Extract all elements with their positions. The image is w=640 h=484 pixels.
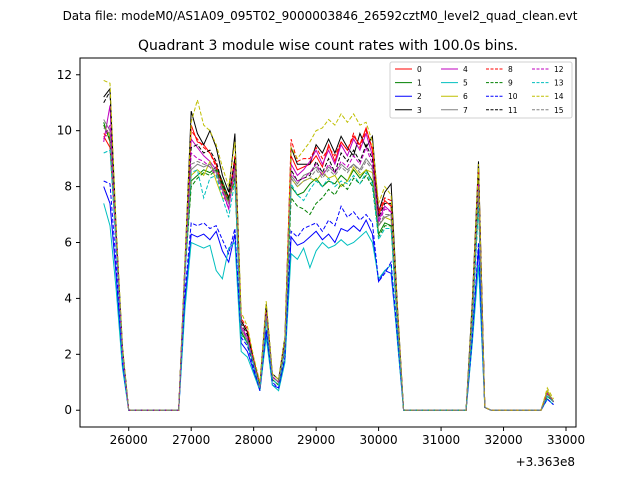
- x-tick-label: 32000: [484, 433, 522, 447]
- series-line-1: [103, 122, 554, 411]
- legend-label-3: 3: [417, 106, 422, 115]
- series-group: [103, 79, 554, 411]
- x-tick-label: 29000: [297, 433, 335, 447]
- y-tick-label: 8: [64, 180, 72, 194]
- series-line-0: [103, 124, 554, 411]
- series-line-3: [103, 87, 554, 411]
- y-tick-label: 6: [64, 236, 72, 250]
- chart-title: Quadrant 3 module wise count rates with …: [138, 38, 518, 54]
- y-tick-label: 12: [57, 68, 72, 82]
- series-line-4: [103, 105, 554, 411]
- series-line-9: [103, 124, 554, 411]
- legend-box: [389, 61, 573, 119]
- x-tick-label: 27000: [172, 433, 210, 447]
- legend-label-9: 9: [508, 79, 513, 88]
- legend-label-8: 8: [508, 65, 513, 74]
- x-tick-label: 30000: [360, 433, 398, 447]
- legend-label-11: 11: [508, 106, 518, 115]
- series-line-15: [103, 127, 554, 411]
- x-tick-label: 33000: [547, 433, 585, 447]
- legend-label-12: 12: [554, 65, 564, 74]
- legend-label-1: 1: [417, 79, 422, 88]
- legend-label-2: 2: [417, 92, 422, 101]
- y-tick-label: 0: [64, 403, 72, 417]
- series-line-10: [103, 180, 554, 411]
- legend-label-7: 7: [463, 106, 468, 115]
- legend-label-5: 5: [463, 79, 468, 88]
- legend-label-10: 10: [508, 92, 518, 101]
- series-line-8: [103, 129, 554, 411]
- series-line-13: [103, 149, 554, 411]
- series-line-6: [103, 124, 554, 411]
- legend-label-4: 4: [463, 65, 468, 74]
- y-tick-label: 10: [57, 124, 72, 138]
- series-line-14: [103, 79, 554, 411]
- series-line-12: [103, 124, 554, 411]
- legend-label-14: 14: [554, 92, 564, 101]
- legend-label-0: 0: [417, 65, 422, 74]
- y-tick-label: 2: [64, 347, 72, 361]
- x-tick-label: 28000: [235, 433, 273, 447]
- legend-label-13: 13: [554, 79, 564, 88]
- series-line-2: [103, 186, 554, 411]
- legend-label-15: 15: [554, 106, 564, 115]
- x-axis-offset-label: +3.363e8: [516, 455, 575, 469]
- x-tick-label: 26000: [110, 433, 148, 447]
- x-tick-label: 31000: [422, 433, 460, 447]
- y-tick-label: 4: [64, 291, 72, 305]
- legend-label-6: 6: [463, 92, 468, 101]
- figure-suptitle: Data file: modeM0/AS1A09_095T02_90000038…: [63, 9, 578, 23]
- plot-area: 26000 27000 28000 29000 30000 31000 32000 33000…: [57, 57, 585, 447]
- series-line-7: [103, 119, 554, 411]
